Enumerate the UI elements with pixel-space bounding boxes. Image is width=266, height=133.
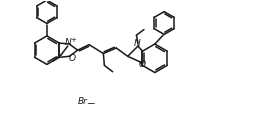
- Text: N: N: [65, 38, 72, 47]
- Text: O: O: [68, 54, 75, 63]
- Text: Br: Br: [78, 97, 88, 106]
- Text: +: +: [70, 37, 76, 43]
- Text: O: O: [138, 60, 146, 69]
- Text: N: N: [134, 39, 141, 48]
- Text: −: −: [87, 99, 96, 109]
